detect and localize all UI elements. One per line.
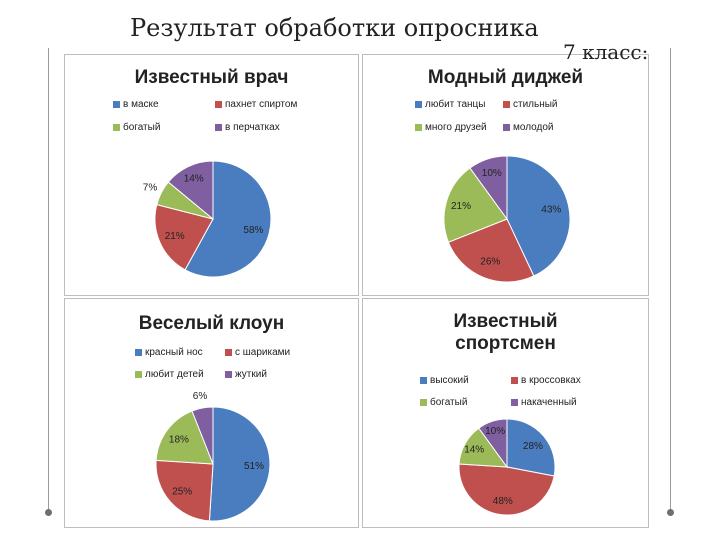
data-label: 7% [143, 182, 158, 193]
data-label: 10% [485, 426, 505, 437]
pie-slice [458, 463, 555, 516]
data-label: 21% [451, 201, 471, 212]
data-label: 25% [172, 487, 192, 498]
chart-panel-doctor: Известный врач в маске пахнет спиртом бо… [64, 54, 359, 296]
pie-slice [191, 406, 214, 465]
legend-label: богатый [123, 122, 161, 133]
legend-item: стильный [503, 99, 558, 110]
legend-item: с шариками [225, 347, 290, 358]
legend-swatch [420, 377, 427, 384]
legend-item: в маске [113, 99, 159, 110]
pie-slice [184, 160, 272, 278]
pie-chart-dj: 43% 26% 21% 10% [443, 155, 571, 283]
chart-title: Известный врач [134, 67, 289, 88]
legend-item: высокий [420, 375, 469, 386]
legend-label: стильный [513, 99, 558, 110]
legend-swatch [215, 124, 222, 131]
data-label: 48% [493, 496, 513, 507]
pie-slice [154, 203, 214, 271]
legend-item: богатый [420, 397, 467, 408]
pie-slice [208, 406, 271, 522]
legend-swatch [135, 371, 142, 378]
legend-swatch [113, 101, 120, 108]
left-rule-dot [45, 509, 52, 516]
data-label: 6% [193, 391, 208, 402]
legend-label: красный нос [145, 347, 203, 358]
legend-swatch [511, 399, 518, 406]
chart-panel-clown: Веселый клоун красный нос с шариками люб… [64, 298, 359, 528]
data-label: 43% [541, 205, 561, 216]
pie-slice [478, 418, 508, 469]
data-label: 10% [482, 168, 502, 179]
legend-label: жуткий [235, 369, 267, 380]
data-label: 28% [523, 441, 543, 452]
legend-swatch [420, 399, 427, 406]
legend-swatch [225, 349, 232, 356]
data-label: 14% [464, 445, 484, 456]
left-rule [48, 48, 49, 510]
chart-title: Веселый клоун [138, 313, 285, 334]
pie-chart-clown: 51% 25% 18% 6% [155, 391, 271, 522]
legend-item: богатый [113, 122, 160, 133]
pie-slice [155, 410, 214, 465]
legend-label: пахнет спиртом [225, 99, 298, 110]
legend-label: с шариками [235, 347, 291, 358]
legend-item: молодой [503, 122, 554, 133]
legend-label: молодой [513, 122, 554, 133]
legend-item: любит танцы [415, 99, 485, 110]
pie-slice [155, 459, 214, 522]
legend-item: пахнет спиртом [215, 99, 297, 110]
data-label: 21% [165, 231, 185, 242]
pie-slice [506, 418, 556, 477]
pie-chart-doctor: 58% 21% 7% 14% [143, 160, 272, 278]
legend-item: жуткий [225, 369, 267, 380]
data-label: 26% [480, 257, 500, 268]
legend-item: много друзей [415, 122, 487, 133]
legend-item: в перчатках [215, 122, 280, 133]
pie-slice [167, 160, 214, 221]
legend-label: накаченный [521, 397, 577, 408]
right-rule [670, 48, 671, 510]
legend-swatch [135, 349, 142, 356]
data-label: 18% [169, 435, 189, 446]
legend-label: в перчатках [225, 122, 280, 133]
pie-slice [469, 155, 508, 221]
chart-panel-dj: Модный диджей любит танцы стильный много… [362, 54, 649, 296]
pie-slice [443, 167, 508, 243]
legend-swatch [511, 377, 518, 384]
chart-panel-athlete: Известный спортсмен высокий в кроссовках… [362, 298, 649, 528]
legend-swatch [415, 124, 422, 131]
legend-label: много друзей [425, 122, 487, 133]
legend-label: высокий [430, 375, 469, 386]
chart-title: Модный диджей [427, 67, 584, 88]
right-rule-dot [667, 509, 674, 516]
legend-swatch [415, 101, 422, 108]
legend-item: красный нос [135, 347, 203, 358]
legend-swatch [503, 124, 510, 131]
data-label: 51% [244, 461, 264, 472]
pie-slice [506, 155, 571, 277]
data-label: 14% [184, 174, 204, 185]
pie-slice [447, 218, 535, 283]
legend-item: любит детей [135, 369, 204, 380]
pie-chart-athlete: 28% 48% 14%10% [458, 418, 556, 516]
legend-item: в кроссовках [511, 375, 581, 386]
legend-swatch [503, 101, 510, 108]
legend-swatch [215, 101, 222, 108]
legend-swatch [225, 371, 232, 378]
legend-label: любит танцы [425, 99, 486, 110]
legend-label: в маске [123, 99, 159, 110]
data-label: 58% [243, 225, 263, 236]
page-subtitle: 7 класс: [563, 40, 649, 64]
legend-label: богатый [430, 397, 468, 408]
legend-label: любит детей [145, 369, 204, 380]
legend-item: накаченный [511, 397, 577, 408]
page-title: Результат обработки опросника [130, 14, 539, 42]
chart-title: Известный спортсмен [453, 311, 558, 354]
legend-label: в кроссовках [521, 375, 581, 386]
legend-swatch [113, 124, 120, 131]
